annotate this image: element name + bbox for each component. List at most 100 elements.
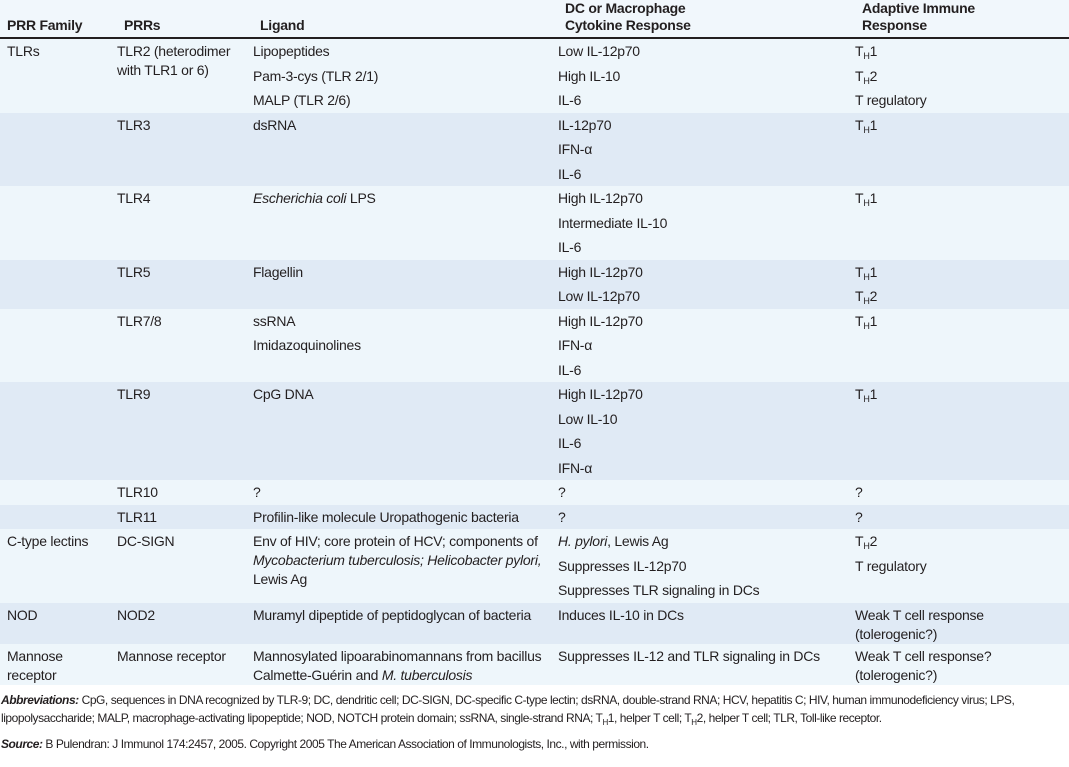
table-row: TLR11 Profilin-like molecule Uropathogeni… xyxy=(0,504,1069,530)
ligand-cell: Muramyl dipeptide of peptidoglycan of ba… xyxy=(253,603,558,644)
table-row: TLR10??? xyxy=(0,480,1069,505)
column-header: PRR Family xyxy=(0,0,117,39)
column-header: Adaptive Immune Response xyxy=(855,0,1069,39)
cell-line: CpG DNA xyxy=(253,386,314,402)
text-segment: H xyxy=(863,75,870,86)
text-segment: Lewis Ag xyxy=(253,571,308,587)
ligand-cell: ? xyxy=(253,480,558,505)
cell-line: TH1 xyxy=(855,382,1065,407)
ligand-cell: Escherichia coli LPS xyxy=(253,186,558,260)
cell-line: Intermediate IL-10 xyxy=(558,214,668,231)
prr-family-cell xyxy=(0,113,117,187)
table-row: TLR5 Flagellin High IL-12p70 Low IL-12p70 TH… xyxy=(0,259,1069,309)
prr-family-cell: C-type lectins xyxy=(7,533,89,549)
text-segment: Weak T cell response (tolerogenic?) xyxy=(855,606,984,642)
text-segment: Mycobacterium tuberculosis; Helicobacter… xyxy=(253,552,542,568)
text-segment: H xyxy=(863,296,870,306)
text-segment: 1 xyxy=(869,190,878,206)
cell-line: IL-6 xyxy=(558,165,582,182)
text-segment: T xyxy=(855,533,864,549)
cell-line: TH2 xyxy=(855,64,1065,89)
cell-line: High IL-12p70 xyxy=(558,263,643,280)
cell-line: IL-6 xyxy=(558,92,582,108)
cell-line: Escherichia coli LPS xyxy=(253,186,554,211)
column-header-line: Cytokine Response xyxy=(565,17,691,33)
table-row: TLRs TLR2 (heterodimer with TLR1 or 6) Lip… xyxy=(0,38,1069,113)
cell-line: High IL-12p70 xyxy=(558,386,643,402)
cell-line: IL-6 xyxy=(558,239,582,255)
abbreviations-segment: H xyxy=(602,717,608,727)
cell-line: Low IL-12p70 xyxy=(558,288,640,304)
adaptive-response-cell: TH1 xyxy=(855,382,1069,480)
cytokine-response-cell: High IL-12p70 IFN-α IL-6 xyxy=(558,309,855,383)
text-segment: 1 xyxy=(869,263,878,280)
prr-cell: TLR11 xyxy=(117,508,157,525)
table-row: NOD NOD2 Muramyl dipeptide of peptidoglyca… xyxy=(0,602,1069,644)
adaptive-response-cell: ? xyxy=(855,505,1069,530)
text-segment: 2 xyxy=(869,533,878,549)
prr-cell: NOD2 xyxy=(117,606,155,623)
text-segment: T xyxy=(855,43,864,59)
cell-line: ? xyxy=(253,484,261,500)
cell-line: TH1 xyxy=(855,260,1065,285)
text-segment: T xyxy=(855,263,864,280)
table-row: TLR9 CpG DNA High IL-12p70 Low IL-10 IL-6 IFN… xyxy=(0,382,1069,480)
column-header: DC or Macrophage Cytokine Response xyxy=(558,0,855,39)
cell-line: Suppresses TLR signaling in DCs xyxy=(558,582,760,598)
prr-cell: TLR3 xyxy=(117,116,151,133)
text-segment: , Lewis Ag xyxy=(607,533,669,549)
cell-line: H. pylori, Lewis Ag xyxy=(558,529,851,554)
text-segment: H xyxy=(863,394,870,404)
text-segment: T xyxy=(855,190,864,206)
text-segment: 1 xyxy=(869,116,878,133)
adaptive-response-cell: TH1 xyxy=(855,113,1069,187)
prr-family-cell: Mannose receptor xyxy=(7,647,63,683)
cell-line: Muramyl dipeptide of peptidoglycan of ba… xyxy=(253,606,532,623)
cell-line: dsRNA xyxy=(253,116,297,133)
table-row: TLR4 Escherichia coli LPS High IL-12p70 Int… xyxy=(0,186,1069,260)
prr-cell: TLR2 (heterodimer with TLR1 or 6) xyxy=(117,43,231,78)
cell-line: Profilin-like molecule Uropathogenic bac… xyxy=(253,508,519,525)
cell-line: T regulatory xyxy=(855,92,927,108)
column-header: Ligand xyxy=(253,0,558,39)
prr-cell: TLR10 xyxy=(117,484,158,500)
adaptive-response-cell: Weak T cell response? (tolerogenic?) xyxy=(855,644,1069,685)
prr-family-cell xyxy=(0,186,117,260)
ligand-cell: Env of HIV; core protein of HCV; compone… xyxy=(253,529,558,603)
cytokine-response-cell: ? xyxy=(558,505,855,530)
cell-line: IL-12p70 xyxy=(558,116,612,133)
cell-line: TH1 xyxy=(855,186,1065,211)
text-segment: T xyxy=(855,288,864,304)
cell-line: ? xyxy=(558,484,566,500)
cell-line: Imidazoquinolines xyxy=(253,337,361,353)
cytokine-response-cell: High IL-12p70 Intermediate IL-10 IL-6 xyxy=(558,186,855,260)
column-header-line: Ligand xyxy=(260,17,305,33)
table-row: TLR3 dsRNA IL-12p70 IFN-α IL-6 TH1 xyxy=(0,112,1069,187)
prr-table: PRR Family PRRs Ligand DC or Macrophage Cyto… xyxy=(0,0,1069,685)
table-row: TLR7/8 ssRNA Imidazoquinolines High IL-12p7… xyxy=(0,308,1069,383)
abbreviations-label: Abbreviations: xyxy=(1,692,79,707)
cell-line: High IL-12p70 xyxy=(558,190,643,206)
cell-line: T regulatory xyxy=(855,557,927,574)
cell-line: IFN-α xyxy=(558,337,593,353)
adaptive-response-cell: ? xyxy=(855,480,1069,505)
cytokine-response-cell: Low IL-12p70 High IL-10 IL-6 xyxy=(558,38,855,113)
table-footnotes: Abbreviations: CpG, sequences in DNA rec… xyxy=(0,685,1069,753)
ligand-cell: dsRNA xyxy=(253,113,558,187)
ligand-cell: ssRNA Imidazoquinolines xyxy=(253,309,558,383)
text-segment: H xyxy=(863,198,870,208)
ligand-cell: Flagellin xyxy=(253,260,558,309)
cytokine-response-cell: High IL-12p70 Low IL-12p70 xyxy=(558,260,855,309)
adaptive-response-cell: TH1 xyxy=(855,186,1069,260)
adaptive-response-cell: Weak T cell response (tolerogenic?) xyxy=(855,603,1069,644)
cell-line: TH1 xyxy=(855,113,1065,138)
column-header-line: PRR Family xyxy=(7,17,83,33)
adaptive-response-cell: TH1 xyxy=(855,309,1069,383)
adaptive-response-cell: TH2 T regulatory xyxy=(855,529,1069,603)
cytokine-response-cell: H. pylori, Lewis Ag Suppresses IL-12p70 Su… xyxy=(558,529,855,603)
cell-line: Suppresses IL-12p70 xyxy=(558,557,687,574)
prr-cell: TLR5 xyxy=(117,263,151,280)
text-segment: H xyxy=(863,51,870,61)
table-header-row: PRR Family PRRs Ligand DC or Macrophage Cyto… xyxy=(0,0,1069,39)
adaptive-response-cell: TH1 TH2 xyxy=(855,260,1069,309)
